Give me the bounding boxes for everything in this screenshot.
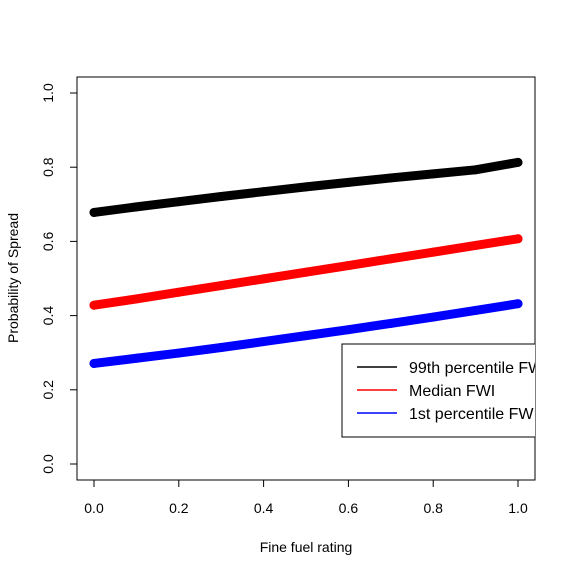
y-axis-label: Probability of Spread <box>5 213 21 343</box>
data-point <box>89 358 99 368</box>
x-tick-label: 0.4 <box>254 500 274 516</box>
x-tick-label: 1.0 <box>508 500 528 516</box>
y-axis: 0.0 0.2 0.4 0.6 0.8 1.0 <box>40 83 78 474</box>
y-tick-label: 0.4 <box>40 306 56 326</box>
y-tick-label: 0.6 <box>40 231 56 251</box>
series-layer <box>89 157 523 368</box>
series-3 <box>89 299 523 368</box>
x-tick-label: 0.6 <box>339 500 359 516</box>
series-2 <box>89 234 523 310</box>
data-point <box>301 267 311 277</box>
data-point <box>216 343 226 353</box>
data-point <box>343 325 353 335</box>
data-point <box>259 274 269 284</box>
data-point <box>216 281 226 291</box>
x-axis-label: Fine fuel rating <box>260 539 353 555</box>
x-tick-label: 0.2 <box>169 500 189 516</box>
data-point <box>513 299 523 309</box>
legend: 99th percentile FWI Median FWI 1st percent… <box>341 343 548 438</box>
legend-label: Median FWI <box>409 383 495 400</box>
data-point <box>131 294 141 304</box>
data-point <box>259 337 269 347</box>
data-point <box>259 187 269 197</box>
data-point <box>386 254 396 264</box>
data-point <box>343 177 353 187</box>
data-point <box>386 318 396 328</box>
legend-label: 99th percentile FWI <box>409 360 548 377</box>
data-point <box>428 169 438 179</box>
data-point <box>131 202 141 212</box>
data-point <box>174 287 184 297</box>
data-point <box>216 192 226 202</box>
data-point <box>89 207 99 217</box>
data-point <box>343 261 353 271</box>
x-tick-label: 0.0 <box>84 500 104 516</box>
data-point <box>513 234 523 244</box>
data-point <box>174 197 184 207</box>
x-tick-label: 0.8 <box>423 500 443 516</box>
data-point <box>131 353 141 363</box>
data-point <box>428 247 438 257</box>
data-point <box>513 157 523 167</box>
data-point <box>471 165 481 175</box>
data-point <box>471 305 481 315</box>
data-point <box>471 240 481 250</box>
data-point <box>301 331 311 341</box>
data-point <box>301 182 311 192</box>
y-tick-label: 0.2 <box>40 380 56 400</box>
series-1 <box>89 157 523 217</box>
data-point <box>428 312 438 322</box>
data-point <box>174 348 184 358</box>
y-tick-label: 1.0 <box>40 83 56 103</box>
x-axis: 0.0 0.2 0.4 0.6 0.8 1.0 <box>84 479 528 516</box>
legend-label: 1st percentile FWI <box>409 406 538 423</box>
y-tick-label: 0.0 <box>40 454 56 474</box>
data-point <box>89 300 99 310</box>
y-tick-label: 0.8 <box>40 157 56 177</box>
data-point <box>386 173 396 183</box>
